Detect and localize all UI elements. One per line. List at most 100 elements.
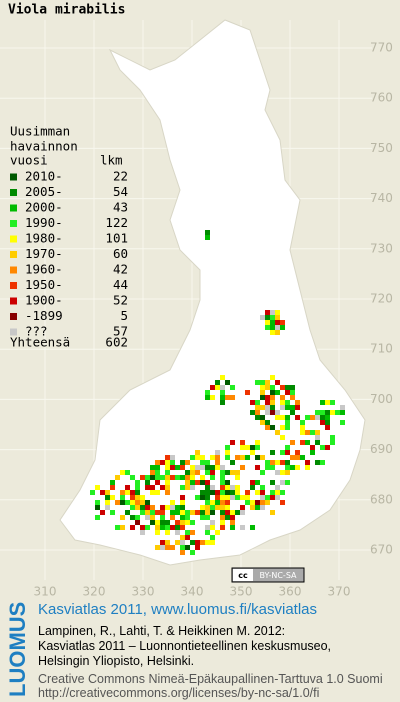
occurrence-square <box>140 500 145 505</box>
occurrence-square <box>245 455 250 460</box>
easting-label: 320 <box>83 585 106 599</box>
occurrence-square <box>135 505 140 510</box>
occurrence-square <box>180 520 185 525</box>
occurrence-square <box>265 460 270 465</box>
occurrence-square <box>110 510 115 515</box>
occurrence-square <box>185 515 190 520</box>
occurrence-square <box>210 485 215 490</box>
occurrence-square <box>250 480 255 485</box>
northing-label: 770 <box>370 41 393 55</box>
legend-label: 1990- <box>25 215 63 230</box>
occurrence-square <box>185 475 190 480</box>
occurrence-square <box>255 405 260 410</box>
occurrence-square <box>285 445 290 450</box>
legend-swatch <box>10 251 17 258</box>
occurrence-square <box>225 380 230 385</box>
occurrence-square <box>220 490 225 495</box>
occurrence-square <box>230 470 235 475</box>
occurrence-square <box>255 445 260 450</box>
easting-label: 330 <box>132 585 155 599</box>
occurrence-square <box>215 490 220 495</box>
occurrence-square <box>200 495 205 500</box>
occurrence-square <box>260 490 265 495</box>
legend-heading: havainnon <box>10 139 78 154</box>
occurrence-square <box>185 545 190 550</box>
occurrence-square <box>215 530 220 535</box>
occurrence-square <box>285 425 290 430</box>
occurrence-square <box>195 510 200 515</box>
occurrence-square <box>330 435 335 440</box>
badge-text: BY-NC-SA <box>259 571 297 580</box>
occurrence-square <box>275 495 280 500</box>
occurrence-square <box>235 495 240 500</box>
occurrence-square <box>285 385 290 390</box>
occurrence-square <box>210 395 215 400</box>
occurrence-square <box>275 430 280 435</box>
occurrence-square <box>300 455 305 460</box>
occurrence-square <box>135 485 140 490</box>
occurrence-square <box>250 400 255 405</box>
legend-count: 57 <box>113 324 128 339</box>
occurrence-square <box>150 510 155 515</box>
occurrence-square <box>200 515 205 520</box>
occurrence-square <box>220 475 225 480</box>
occurrence-square <box>280 320 285 325</box>
occurrence-square <box>170 475 175 480</box>
occurrence-square <box>140 530 145 535</box>
occurrence-square <box>95 515 100 520</box>
occurrence-square <box>270 400 275 405</box>
occurrence-square <box>280 490 285 495</box>
occurrence-square <box>110 495 115 500</box>
occurrence-square <box>265 405 270 410</box>
occurrence-square <box>205 510 210 515</box>
occurrence-square <box>330 410 335 415</box>
occurrence-square <box>185 485 190 490</box>
occurrence-square <box>230 515 235 520</box>
occurrence-square <box>170 515 175 520</box>
occurrence-squares <box>90 230 345 555</box>
occurrence-square <box>165 505 170 510</box>
occurrence-square <box>270 460 275 465</box>
occurrence-square <box>225 505 230 510</box>
occurrence-square <box>175 475 180 480</box>
occurrence-square <box>255 500 260 505</box>
occurrence-square <box>180 550 185 555</box>
occurrence-square <box>115 500 120 505</box>
occurrence-square <box>275 320 280 325</box>
legend-count: 44 <box>113 277 128 292</box>
occurrence-square <box>230 385 235 390</box>
occurrence-square <box>215 500 220 505</box>
occurrence-square <box>180 460 185 465</box>
occurrence-square <box>210 470 215 475</box>
northing-label: 710 <box>370 342 393 356</box>
easting-label: 350 <box>230 585 253 599</box>
occurrence-square <box>275 390 280 395</box>
occurrence-square <box>255 380 260 385</box>
occurrence-square <box>160 515 165 520</box>
occurrence-square <box>240 525 245 530</box>
occurrence-square <box>160 540 165 545</box>
occurrence-square <box>260 395 265 400</box>
occurrence-square <box>180 475 185 480</box>
occurrence-square <box>125 500 130 505</box>
occurrence-square <box>145 515 150 520</box>
occurrence-square <box>270 405 275 410</box>
occurrence-square <box>305 430 310 435</box>
occurrence-square <box>320 410 325 415</box>
occurrence-square <box>180 535 185 540</box>
occurrence-square <box>130 490 135 495</box>
occurrence-square <box>240 445 245 450</box>
occurrence-square <box>205 530 210 535</box>
occurrence-square <box>235 485 240 490</box>
occurrence-square <box>185 510 190 515</box>
occurrence-square <box>110 480 115 485</box>
occurrence-square <box>165 465 170 470</box>
occurrence-square <box>285 480 290 485</box>
occurrence-square <box>260 455 265 460</box>
occurrence-square <box>180 515 185 520</box>
occurrence-square <box>230 460 235 465</box>
occurrence-square <box>130 525 135 530</box>
legend-label: 1980- <box>25 231 63 246</box>
license: Creative Commons Nimeä-Epäkaupallinen-Ta… <box>38 672 383 686</box>
occurrence-square <box>280 405 285 410</box>
